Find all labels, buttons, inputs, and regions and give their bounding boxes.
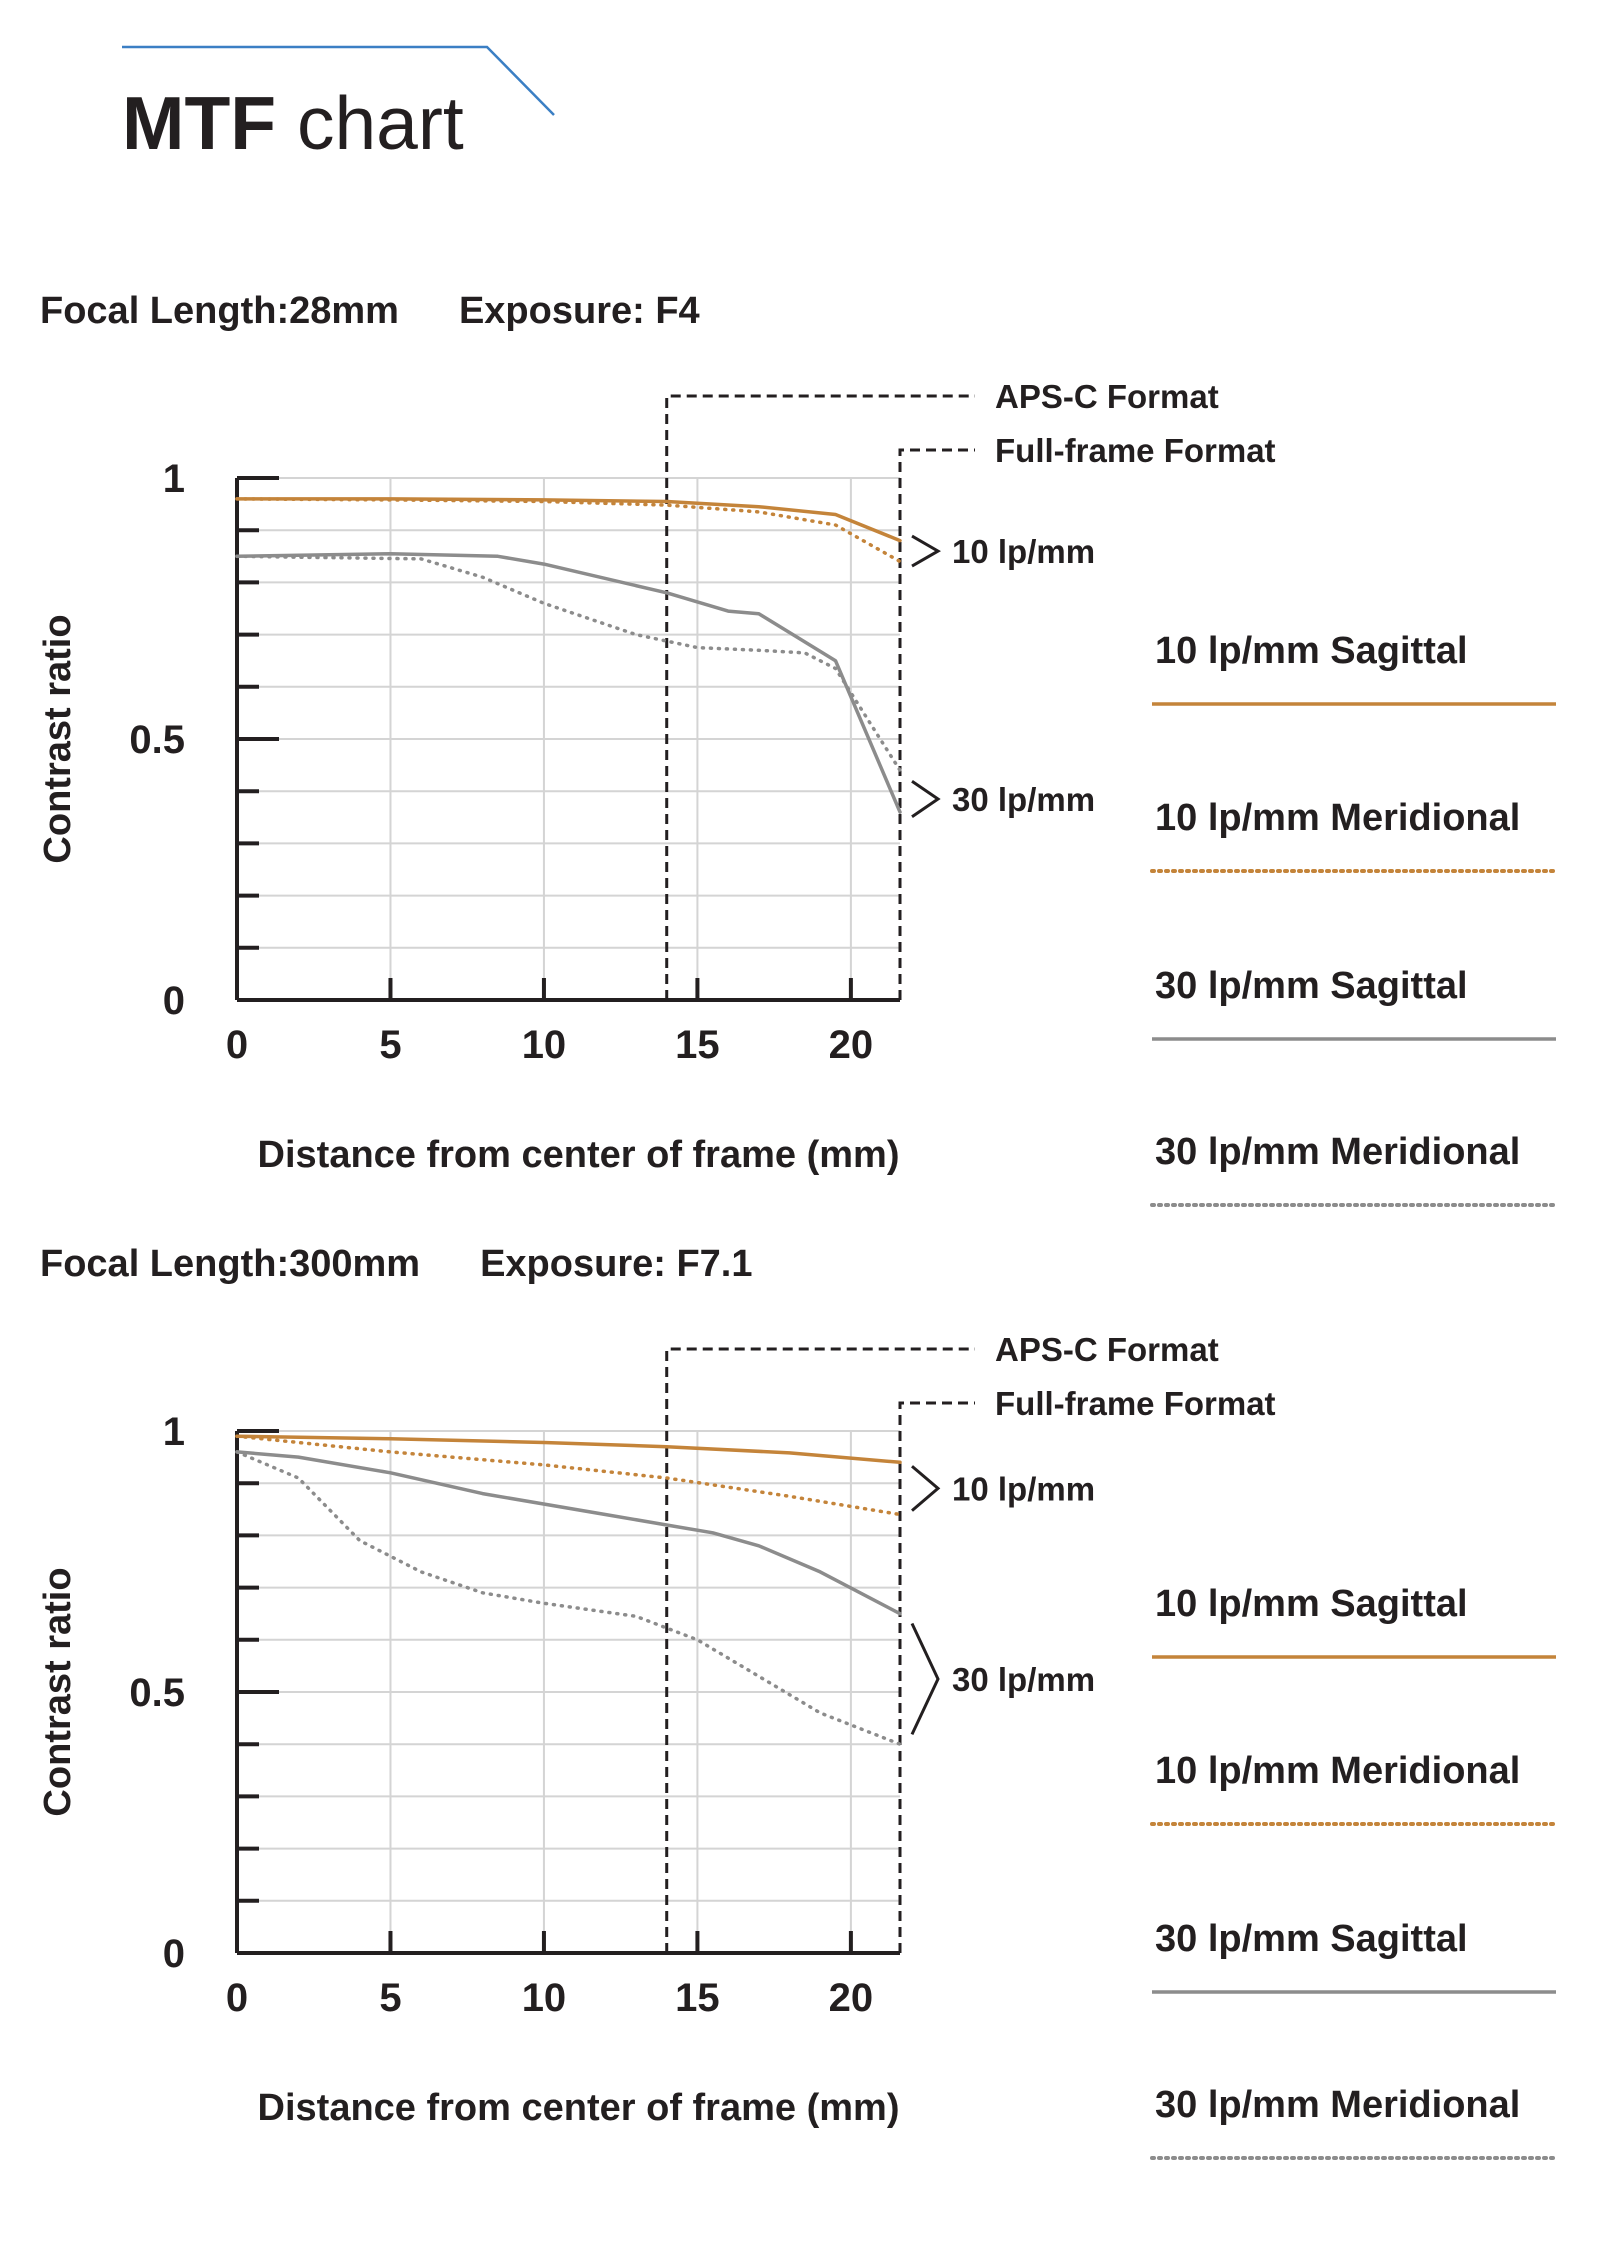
full-frame-label: Full-frame Format	[995, 1385, 1276, 1422]
y-tick-label: 0	[163, 979, 185, 1023]
chart-2-focal-length: Focal Length:300mm	[40, 1243, 421, 1285]
y-axis-label: Contrast ratio	[37, 1567, 79, 1816]
legend-label: 10 lp/mm Sagittal	[1155, 1583, 1468, 1625]
legend-label: 10 lp/mm Meridional	[1155, 1750, 1520, 1792]
header-decoration	[122, 45, 555, 116]
page-title: MTF chart	[122, 86, 464, 161]
chart-2-exposure: Exposure: F7.1	[480, 1243, 753, 1285]
chart-1-caption: Focal Length:28mm Exposure: F4	[40, 290, 700, 333]
page-title-bold: MTF	[122, 81, 277, 165]
group-brace	[911, 534, 942, 568]
series-line-10-lp-mm-sagittal	[235, 497, 902, 543]
x-tick-label: 15	[675, 1976, 720, 2020]
y-tick-label: 0	[163, 1932, 185, 1976]
legend-label: 30 lp/mm Sagittal	[1155, 1918, 1468, 1960]
series-line-10-lp-mm-meridional	[235, 497, 902, 564]
legend-label: 10 lp/mm Meridional	[1155, 797, 1520, 839]
group-brace	[910, 1622, 940, 1736]
aps-c-boundary	[665, 394, 975, 1000]
series-line-30-lp-mm-sagittal	[235, 1450, 902, 1616]
x-tick-label: 20	[829, 1976, 874, 2020]
x-tick-label: 0	[226, 1023, 248, 1067]
group-brace	[911, 780, 941, 819]
grid	[237, 477, 900, 1000]
group-brace	[911, 1465, 941, 1512]
chart-1-focal-length: Focal Length:28mm	[40, 290, 399, 332]
x-tick-label: 5	[379, 1023, 401, 1067]
aps-c-label: APS-C Format	[995, 1331, 1219, 1368]
y-tick-label: 0.5	[129, 1671, 185, 1715]
legend-label: 30 lp/mm Meridional	[1155, 2084, 1520, 2126]
chart-1-exposure: Exposure: F4	[458, 290, 700, 332]
x-tick-label: 20	[829, 1023, 874, 1067]
chart-2-caption: Focal Length:300mm Exposure: F7.1	[40, 1243, 753, 1286]
series-line-10-lp-mm-meridional	[235, 1434, 902, 1517]
x-axis-label: Distance from center of frame (mm)	[258, 2087, 900, 2129]
mtf-chart-300mm: 0 5 10 15 20 0 0.5 1 Contrast ratio Distance from…	[37, 1331, 1558, 2160]
x-tick-label: 5	[379, 1976, 401, 2020]
group-label: 10 lp/mm	[952, 1470, 1095, 1507]
x-tick-label: 15	[675, 1023, 720, 1067]
y-tick-label: 1	[163, 1410, 185, 1454]
full-frame-boundary	[898, 1401, 975, 1953]
header-line	[122, 45, 555, 116]
group-label: 10 lp/mm	[952, 533, 1095, 570]
series-line-30-lp-mm-sagittal	[235, 551, 902, 814]
legend-label: 30 lp/mm Sagittal	[1155, 965, 1468, 1007]
full-frame-boundary	[898, 448, 975, 1000]
y-axis-label: Contrast ratio	[37, 614, 79, 863]
mtf-chart-28mm: 0 5 10 15 20 0 0.5 1 Contrast ratio Distance from…	[37, 378, 1558, 1207]
group-label: 30 lp/mm	[952, 781, 1095, 818]
y-tick-label: 1	[163, 457, 185, 501]
legend-label: 30 lp/mm Meridional	[1155, 1131, 1520, 1173]
x-tick-label: 10	[522, 1976, 567, 2020]
series-line-30-lp-mm-meridional	[235, 554, 902, 773]
series-line-10-lp-mm-sagittal	[235, 1434, 902, 1465]
x-axis-label: Distance from center of frame (mm)	[258, 1134, 900, 1176]
page-title-rest: chart	[276, 81, 464, 165]
grid	[237, 1430, 900, 1953]
aps-c-boundary	[665, 1347, 975, 1953]
group-label: 30 lp/mm	[952, 1661, 1095, 1698]
full-frame-label: Full-frame Format	[995, 432, 1276, 469]
x-tick-label: 10	[522, 1023, 567, 1067]
series-line-30-lp-mm-meridional	[235, 1450, 902, 1746]
y-tick-label: 0.5	[129, 718, 185, 762]
aps-c-label: APS-C Format	[995, 378, 1219, 415]
x-tick-label: 0	[226, 1976, 248, 2020]
legend-label: 10 lp/mm Sagittal	[1155, 630, 1468, 672]
